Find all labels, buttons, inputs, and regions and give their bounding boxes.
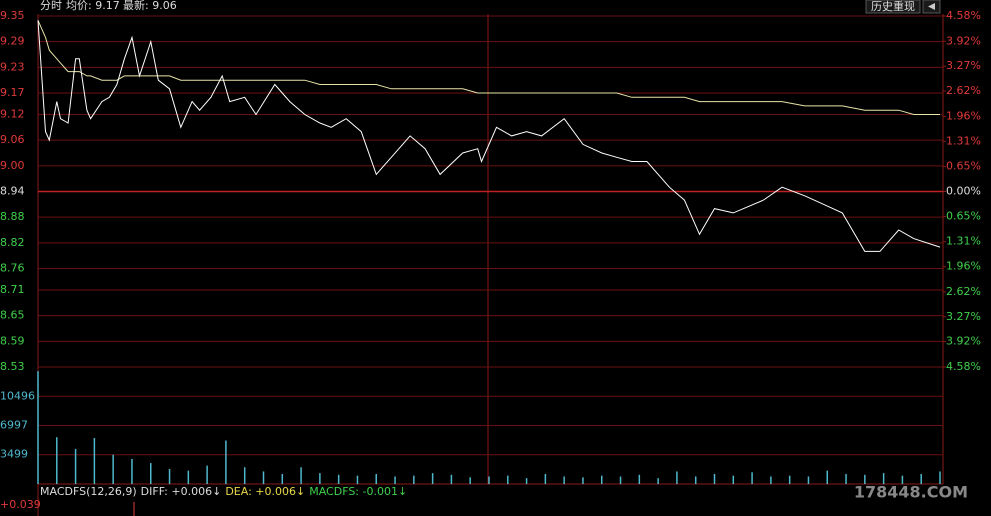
y2-tick-label: 4.58% bbox=[946, 9, 981, 22]
y2-tick-label: 0.65% bbox=[946, 160, 981, 173]
average-price: 均价: 9.17 bbox=[66, 0, 120, 12]
y-tick-label: 8.94 bbox=[0, 185, 25, 198]
y2-tick-label: 1.31% bbox=[946, 134, 981, 147]
y-tick-label: 9.00 bbox=[0, 159, 25, 172]
y2-tick-label: 2.62% bbox=[946, 84, 981, 97]
y2-tick-label: 0.65% bbox=[946, 209, 981, 222]
y-tick-label: 9.06 bbox=[0, 133, 25, 146]
y2-tick-label: 4.58% bbox=[946, 360, 981, 373]
latest-price: 最新: 9.06 bbox=[123, 0, 177, 12]
y2-tick-label: 1.96% bbox=[946, 109, 981, 122]
y2-tick-label: 3.27% bbox=[946, 59, 981, 72]
watermark: 178448.COM bbox=[854, 483, 968, 502]
series-line bbox=[37, 20, 940, 115]
y-tick-label: 3499 bbox=[0, 448, 28, 461]
y-tick-label: 8.65 bbox=[0, 309, 25, 322]
y2-tick-label: 1.96% bbox=[946, 260, 981, 273]
macd-name: MACDFS(12,26,9) bbox=[40, 485, 137, 498]
y-tick-label: 8.76 bbox=[0, 262, 25, 275]
y-tick-label: 9.12 bbox=[0, 107, 25, 120]
macd-value: +0.039 bbox=[0, 498, 41, 511]
series-line bbox=[37, 20, 941, 252]
y-tick-label: 6997 bbox=[0, 419, 28, 432]
y-tick-label: 9.17 bbox=[0, 86, 25, 99]
history-button[interactable] bbox=[865, 0, 921, 14]
mode: 分时 bbox=[40, 0, 62, 12]
y-tick-label: 9.23 bbox=[0, 60, 25, 73]
macd-macdfs: MACDFS: -0.001↓ bbox=[309, 485, 407, 498]
y2-tick-label: 1.31% bbox=[946, 235, 981, 248]
y-tick-label: 8.53 bbox=[0, 360, 25, 373]
y-tick-label: 8.82 bbox=[0, 236, 25, 249]
y2-tick-label: 3.92% bbox=[946, 335, 981, 348]
macd-legend: MACDFS(12,26,9) DIFF: +0.006↓ DEA: +0.006↓… bbox=[40, 485, 407, 498]
y-tick-label: 10496 bbox=[0, 389, 35, 402]
y-tick-label: 9.29 bbox=[0, 35, 25, 48]
y2-tick-label: 3.92% bbox=[946, 34, 981, 47]
macd-dea: DEA: +0.006↓ bbox=[225, 485, 305, 498]
collapse-arrow bbox=[928, 3, 935, 10]
macd-diff: DIFF: +0.006↓ bbox=[141, 485, 222, 498]
y-tick-label: 9.35 bbox=[0, 9, 25, 22]
y-tick-label: 8.59 bbox=[0, 334, 25, 347]
history-button-label[interactable]: 历史重现 bbox=[871, 0, 915, 13]
y2-tick-label: 2.62% bbox=[946, 285, 981, 298]
y2-tick-label: 3.27% bbox=[946, 310, 981, 323]
y-tick-label: 8.88 bbox=[0, 210, 25, 223]
y-tick-label: 8.71 bbox=[0, 283, 25, 296]
y2-tick-label: 0.00% bbox=[946, 185, 981, 198]
